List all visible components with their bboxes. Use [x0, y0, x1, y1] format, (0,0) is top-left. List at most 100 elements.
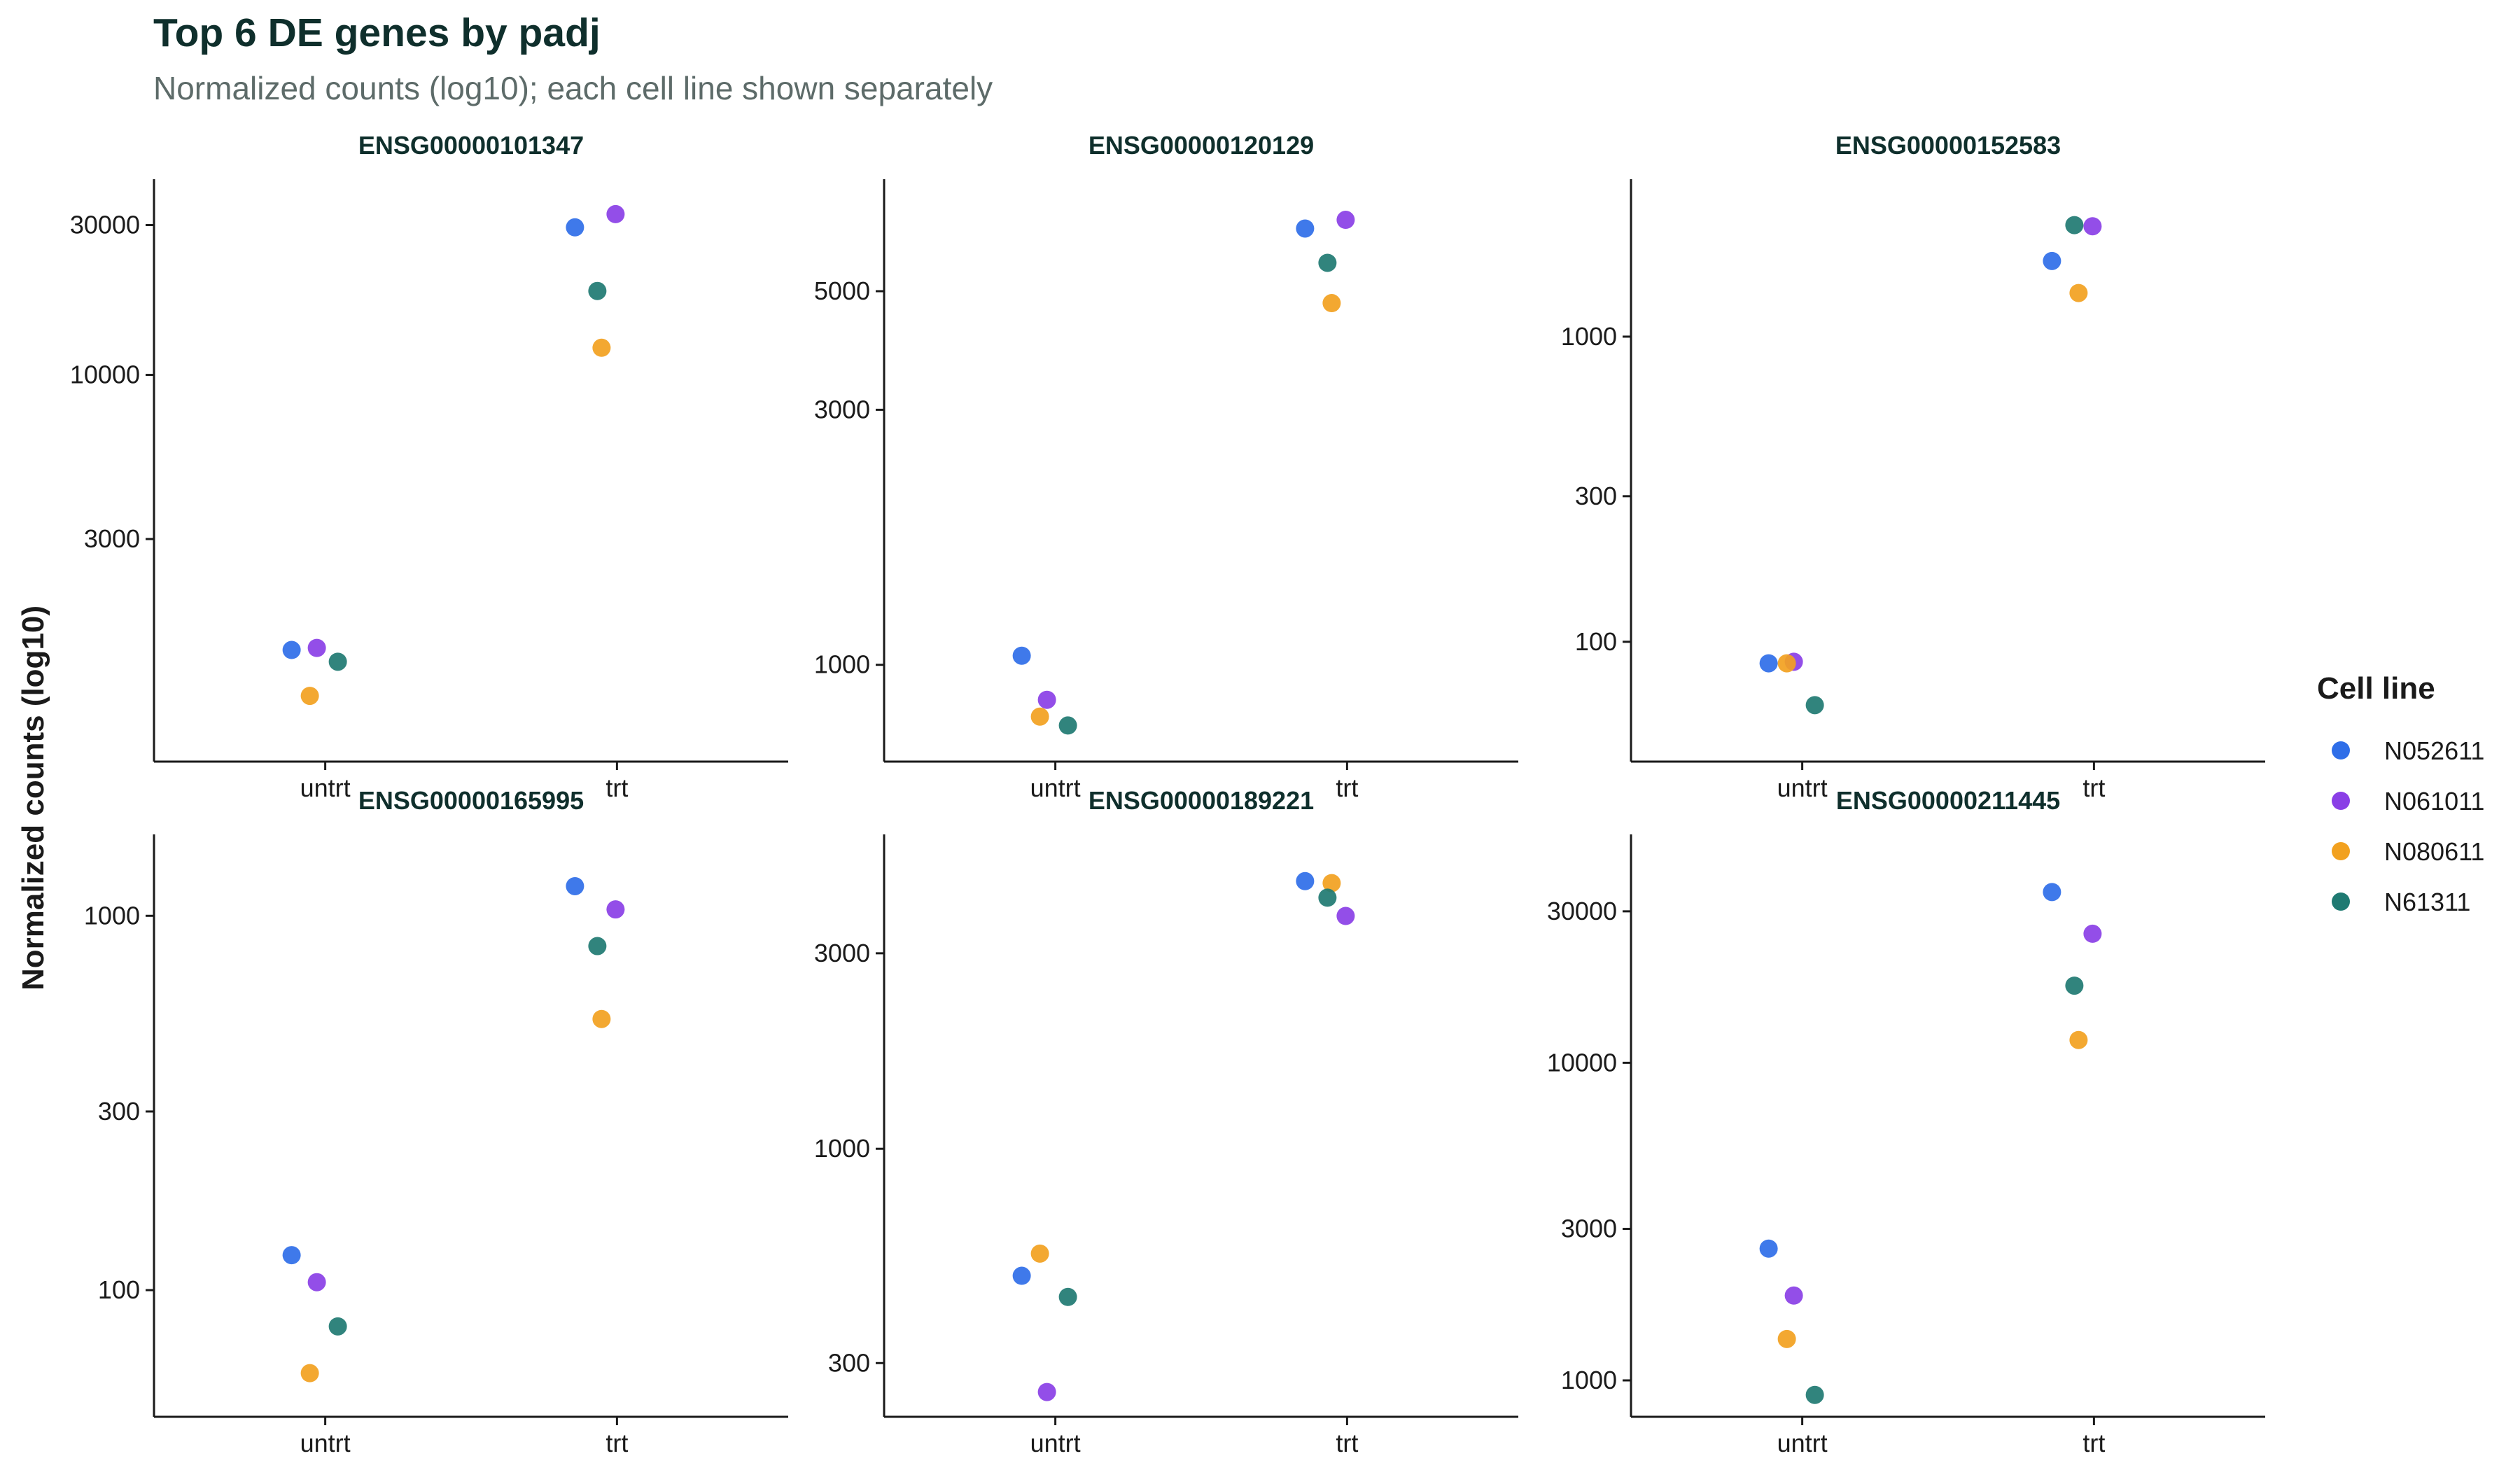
chart-subtitle: Normalized counts (log10); each cell lin…: [153, 70, 993, 106]
x-tick-label: untrt: [300, 1429, 351, 1457]
y-tick-label: 3000: [84, 524, 140, 553]
facet-strip-label: ENSG00000152583: [1835, 131, 2061, 160]
y-tick-label: 30000: [70, 211, 140, 239]
data-point: [566, 876, 584, 895]
data-point: [282, 640, 301, 659]
legend-item-label: N061011: [2384, 787, 2484, 816]
y-axis-label: Normalized counts (log10): [16, 606, 50, 990]
data-point: [2065, 216, 2084, 234]
data-point: [1322, 874, 1341, 892]
x-tick-label: trt: [606, 774, 628, 802]
facet-panel: ENSG00000211445 1000 3000 10000 30000 untrt tr…: [1547, 786, 2265, 1457]
facet-strip-label: ENSG00000120129: [1088, 131, 1314, 160]
y-tick-label: 3000: [814, 395, 870, 424]
data-point: [1030, 1244, 1049, 1263]
data-point: [1784, 1286, 1803, 1305]
data-point: [1759, 654, 1778, 673]
facet-panel: ENSG00000152583 100 300 1000 untrt trt: [1561, 131, 2265, 802]
data-point: [606, 204, 625, 223]
data-point: [588, 281, 607, 300]
facet-strip-label: ENSG00000211445: [1836, 786, 2060, 815]
x-tick-label: untrt: [1030, 774, 1081, 802]
data-point: [2043, 251, 2062, 270]
data-point: [1336, 906, 1355, 925]
data-point: [1777, 654, 1796, 673]
data-point: [566, 218, 584, 237]
y-tick-label: 1000: [1561, 322, 1617, 351]
y-tick-label: 10000: [1547, 1048, 1617, 1077]
data-point: [592, 1009, 611, 1028]
legend-key: [2332, 792, 2350, 810]
facet-strip-label: ENSG00000101347: [358, 131, 584, 160]
legend-key: [2332, 842, 2350, 860]
y-tick-label: 5000: [814, 276, 870, 305]
data-point: [2043, 883, 2062, 902]
data-point: [1318, 888, 1337, 907]
legend-key: [2332, 892, 2350, 911]
data-point: [300, 1364, 319, 1382]
data-point: [588, 937, 607, 955]
y-tick-label: 1000: [1561, 1366, 1617, 1394]
data-point: [1318, 253, 1337, 272]
x-tick-label: untrt: [1777, 774, 1828, 802]
data-point: [1296, 872, 1315, 890]
x-tick-label: trt: [1336, 774, 1358, 802]
y-tick-label: 100: [1575, 627, 1617, 656]
y-tick-label: 1000: [84, 901, 140, 930]
x-tick-label: trt: [2082, 774, 2105, 802]
data-point: [1805, 696, 1824, 715]
data-point: [1322, 294, 1341, 313]
y-tick-label: 1000: [814, 650, 870, 679]
data-point: [2083, 217, 2102, 236]
data-point: [1336, 211, 1355, 230]
y-tick-label: 10000: [70, 360, 140, 389]
y-tick-label: 1000: [814, 1134, 870, 1163]
y-tick-label: 100: [98, 1275, 140, 1304]
data-point: [2065, 976, 2084, 995]
y-tick-label: 30000: [1547, 897, 1617, 925]
legend-item-label: N052611: [2384, 736, 2484, 765]
legend-item-label: N61311: [2384, 888, 2470, 916]
x-tick-label: trt: [2082, 1429, 2105, 1457]
data-point: [592, 338, 611, 357]
data-point: [1012, 646, 1031, 665]
legend-title: Cell line: [2317, 671, 2435, 706]
chart-title: Top 6 DE genes by padj: [153, 10, 601, 55]
x-tick-label: untrt: [1030, 1429, 1081, 1457]
x-tick-label: trt: [606, 1429, 628, 1457]
y-tick-label: 3000: [814, 939, 870, 967]
data-point: [1058, 716, 1077, 735]
data-point: [2069, 1030, 2088, 1049]
data-point: [1012, 1266, 1031, 1285]
data-point: [1037, 690, 1056, 709]
y-tick-label: 300: [98, 1097, 140, 1126]
legend-key: [2332, 741, 2350, 760]
data-point: [1030, 707, 1049, 726]
data-point: [1759, 1239, 1778, 1258]
data-point: [300, 687, 319, 706]
facet-panel: ENSG00000189221 300 1000 3000 untrt trt: [814, 786, 1518, 1457]
data-point: [1805, 1385, 1824, 1404]
data-point: [2069, 284, 2088, 302]
y-tick-label: 3000: [1561, 1214, 1617, 1243]
data-point: [2083, 924, 2102, 943]
data-point: [328, 1317, 347, 1336]
data-point: [307, 638, 326, 657]
y-tick-label: 300: [1575, 482, 1617, 510]
x-tick-label: untrt: [300, 774, 351, 802]
data-point: [328, 652, 347, 671]
data-point: [307, 1273, 326, 1292]
x-tick-label: untrt: [1777, 1429, 1828, 1457]
x-tick-label: trt: [1336, 1429, 1358, 1457]
data-point: [606, 900, 625, 919]
facet-strip-label: ENSG00000165995: [358, 786, 584, 815]
data-point: [1777, 1329, 1796, 1348]
legend: Cell line N052611 N061011 N080611 N61311: [2317, 671, 2484, 916]
facet-panel: ENSG00000165995 100 300 1000 untrt trt: [84, 786, 788, 1457]
data-point: [1037, 1382, 1056, 1401]
facet-strip-label: ENSG00000189221: [1088, 786, 1314, 815]
facet-panel: ENSG00000101347 3000 10000 30000 untrt trt: [70, 131, 788, 802]
data-point: [1058, 1287, 1077, 1306]
